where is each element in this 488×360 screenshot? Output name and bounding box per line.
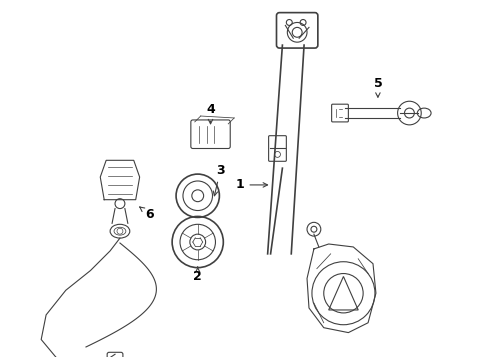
Text: 2: 2 bbox=[193, 267, 202, 283]
Text: 3: 3 bbox=[213, 164, 224, 196]
Text: 6: 6 bbox=[140, 207, 154, 221]
Text: 4: 4 bbox=[206, 103, 214, 124]
Text: 5: 5 bbox=[373, 77, 382, 97]
Text: 1: 1 bbox=[235, 179, 267, 192]
